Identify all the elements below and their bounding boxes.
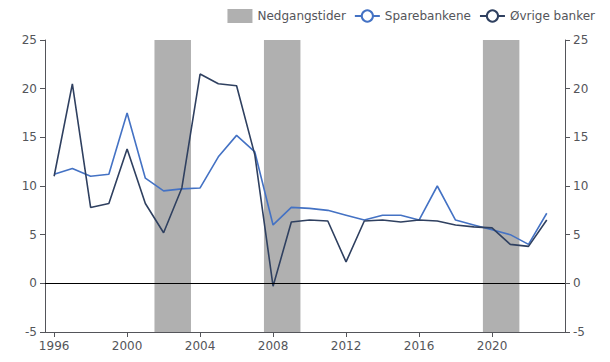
svg-text:-5: -5 <box>573 325 585 339</box>
svg-text:5: 5 <box>29 228 37 242</box>
svg-text:5: 5 <box>573 228 581 242</box>
svg-text:2008: 2008 <box>258 339 289 353</box>
svg-text:0: 0 <box>573 276 581 290</box>
svg-text:2000: 2000 <box>112 339 143 353</box>
svg-text:20: 20 <box>22 82 37 96</box>
svg-text:10: 10 <box>573 179 588 193</box>
svg-text:15: 15 <box>22 130 37 144</box>
svg-text:10: 10 <box>22 179 37 193</box>
svg-text:Nedgangstider: Nedgangstider <box>257 9 345 23</box>
svg-text:15: 15 <box>573 130 588 144</box>
svg-text:1996: 1996 <box>39 339 70 353</box>
svg-text:2016: 2016 <box>404 339 435 353</box>
svg-text:0: 0 <box>29 276 37 290</box>
svg-text:25: 25 <box>573 33 588 47</box>
svg-text:25: 25 <box>22 33 37 47</box>
svg-text:2012: 2012 <box>331 339 362 353</box>
svg-text:-5: -5 <box>25 325 37 339</box>
svg-text:2004: 2004 <box>185 339 216 353</box>
svg-text:2020: 2020 <box>477 339 508 353</box>
svg-text:Sparebankene: Sparebankene <box>385 9 471 23</box>
svg-text:20: 20 <box>573 82 588 96</box>
svg-text:Øvrige banker: Øvrige banker <box>510 9 595 23</box>
